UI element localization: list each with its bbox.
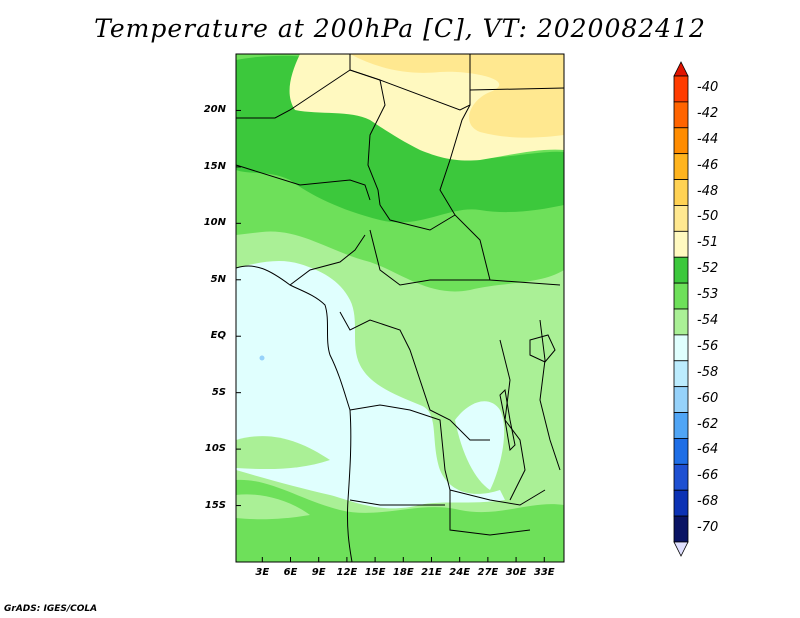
lon-label: 18E — [392, 567, 414, 578]
lat-label: 10S — [204, 443, 226, 455]
colorbar-swatch — [673, 75, 689, 103]
field-yellow-50 — [350, 54, 564, 138]
colorbar-label: -51 — [697, 235, 719, 251]
borders — [236, 54, 564, 562]
lon-label: 33E — [533, 567, 555, 578]
colorbar-swatch — [673, 489, 689, 517]
colorbar-swatch — [673, 205, 689, 232]
colorbar-label: -52 — [697, 261, 719, 277]
lon-label: 9E — [311, 567, 326, 578]
colorbar-swatch — [673, 438, 689, 465]
colorbar-swatch — [673, 282, 689, 310]
colorbar-swatch — [673, 230, 689, 258]
colorbar-label: -66 — [697, 468, 719, 484]
colorbar-label: -56 — [697, 338, 719, 354]
colorbar-label: -58 — [697, 364, 719, 380]
colorbar-label: -40 — [697, 80, 719, 95]
lon-label: 3E — [255, 567, 270, 578]
colorbar-bottom-arrow — [673, 541, 689, 557]
field-mid-green-south — [236, 479, 564, 562]
lake-tanganyika — [499, 388, 516, 452]
border-sahel — [236, 164, 371, 201]
footer-credit: GrADS: IGES/COLA — [4, 604, 98, 614]
colorbar-label: -64 — [697, 442, 719, 458]
colorbar-label: -62 — [697, 416, 719, 432]
border-car — [369, 229, 490, 286]
field-blue-spot — [259, 355, 265, 361]
colorbar-label: -44 — [697, 131, 719, 147]
lon-label: 12E — [336, 567, 358, 578]
colorbar-swatch — [673, 308, 689, 336]
map-frame — [235, 53, 565, 563]
field-cyan-east — [455, 401, 505, 490]
lake-victoria — [529, 334, 556, 363]
colorbar-swatch — [673, 256, 689, 284]
colorbar-label: -70 — [697, 520, 719, 536]
lon-label: 27E — [477, 567, 499, 578]
colorbar-label: -46 — [697, 157, 719, 173]
lon-label: 21E — [421, 567, 442, 578]
colorbar-swatch — [673, 463, 689, 491]
colorbar-label: -42 — [697, 105, 719, 121]
border-angola — [349, 404, 531, 536]
border-congo — [339, 311, 490, 441]
lat-label: 15N — [203, 160, 226, 172]
field-green-corner — [236, 535, 320, 562]
colorbar-label: -50 — [697, 209, 719, 225]
border-egypt — [469, 87, 564, 91]
border-namibia — [349, 499, 445, 506]
lat-label: 5S — [211, 386, 226, 398]
field-green-streak — [236, 436, 330, 470]
colorbar-label: -60 — [697, 390, 719, 406]
border-libya — [349, 54, 471, 111]
lon-label: 6E — [283, 567, 298, 578]
lat-label: 10N — [203, 217, 226, 229]
lat-label: 5N — [210, 273, 226, 285]
axis-ticks — [236, 109, 545, 562]
colorbar-swatch — [673, 360, 689, 388]
colorbar-swatch — [673, 179, 689, 206]
border-north — [236, 69, 386, 206]
temperature-field — [236, 54, 564, 562]
lon-label: 15E — [364, 567, 386, 578]
border-sudan — [439, 104, 561, 286]
colorbar-swatch — [673, 127, 689, 155]
lon-label: 24E — [449, 567, 471, 578]
border-chad — [379, 204, 456, 231]
colorbar-swatch — [673, 153, 689, 180]
colorbar-swatch — [673, 101, 689, 129]
colorbar-swatch — [673, 515, 689, 543]
colorbar-label: -54 — [697, 313, 719, 328]
border-east — [539, 319, 561, 471]
colorbar-top-arrow — [673, 61, 689, 77]
border-zambia — [449, 489, 546, 506]
lat-label: 20N — [203, 104, 226, 116]
colorbar-swatch — [673, 412, 689, 439]
lon-label: 30E — [505, 567, 527, 578]
lat-label: EQ — [210, 330, 226, 342]
lat-label: 15S — [204, 499, 226, 511]
colorbar-label: -53 — [697, 287, 719, 303]
border-cameroon — [289, 234, 366, 286]
field-green-streak-2 — [236, 494, 310, 520]
colorbar-swatch — [673, 386, 689, 413]
colorbar-label: -48 — [697, 183, 719, 199]
colorbar-label: -68 — [697, 494, 719, 510]
map-title: Temperature at 200hPa [C], VT: 202008241… — [94, 14, 706, 43]
colorbar — [673, 61, 689, 557]
colorbar-swatch — [673, 334, 689, 362]
